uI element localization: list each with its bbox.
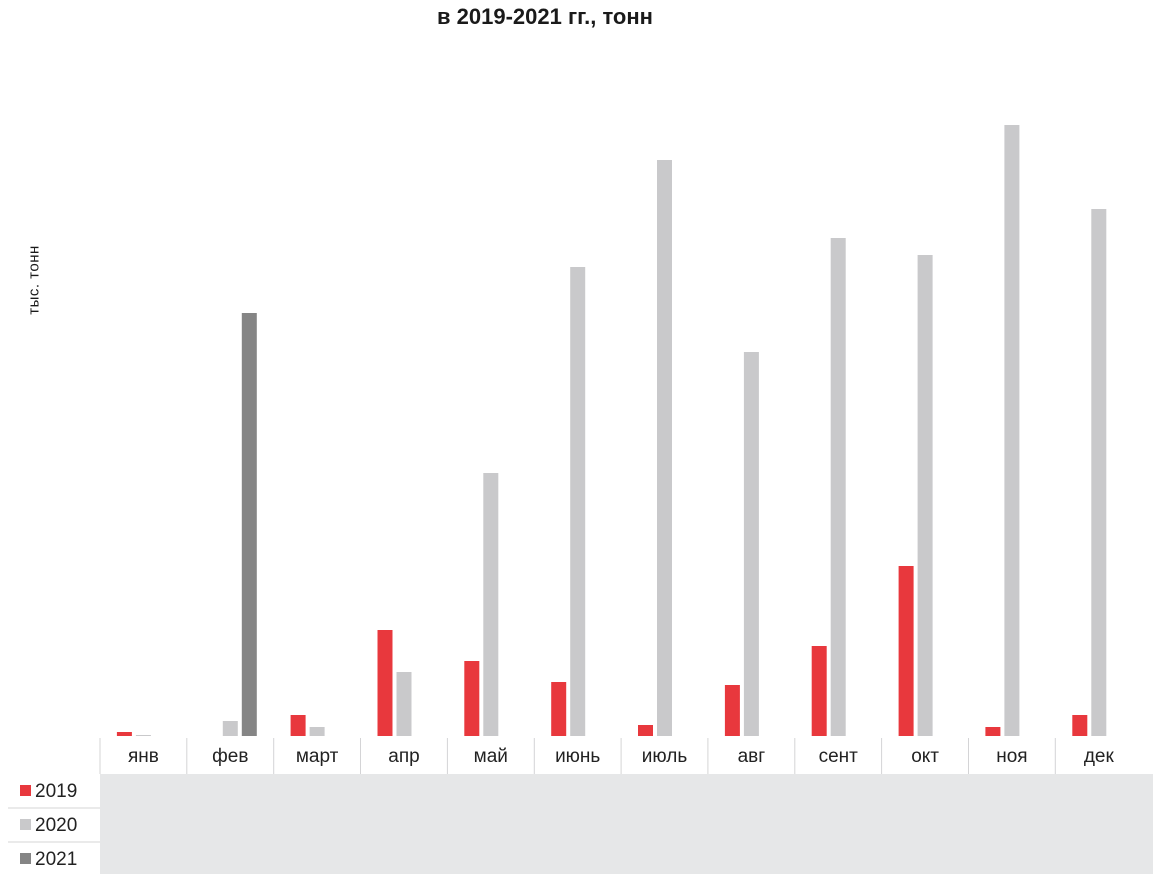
legend-label-2021: 2021 — [35, 849, 77, 870]
category-label: авг — [738, 746, 766, 767]
legend-swatch-2020 — [20, 819, 31, 830]
category-label: ноя — [996, 746, 1027, 767]
category-label: дек — [1084, 746, 1115, 767]
bar-2020-окт — [917, 255, 933, 736]
bar-2020-дек — [1091, 209, 1107, 736]
bar-2019-янв — [116, 732, 132, 736]
legend-swatch-2021 — [20, 853, 31, 864]
bar-2019-май — [464, 661, 480, 736]
legend-label-2020: 2020 — [35, 815, 77, 836]
category-label: фев — [212, 746, 248, 767]
bar-2019-авг — [724, 685, 740, 736]
chart-title: в 2019-2021 гг., тонн — [437, 4, 653, 29]
bar-2020-авг — [743, 352, 759, 736]
bar-2020-ноя — [1004, 125, 1020, 736]
bars-group — [116, 125, 1107, 736]
bar-2020-сент — [830, 238, 846, 736]
bar-2020-апр — [396, 672, 412, 736]
category-label: июнь — [555, 746, 600, 767]
bar-2019-дек — [1072, 715, 1088, 736]
legend-swatch-2019 — [20, 785, 31, 796]
category-label: июль — [642, 746, 688, 767]
category-label: апр — [388, 746, 419, 767]
category-label: май — [474, 746, 508, 767]
bar-2020-фев — [222, 721, 238, 736]
bar-2019-июнь — [551, 682, 567, 736]
bar-2020-июль — [657, 160, 672, 736]
category-labels: янв фев март апр май июнь июль авг сент окт ноя дек — [99, 738, 1115, 774]
bar-2019-окт — [898, 566, 914, 736]
legend-label-2019: 2019 — [35, 781, 77, 802]
bar-2020-июнь — [570, 267, 586, 736]
table-body-background — [100, 774, 1153, 874]
bar-2019-сент — [811, 646, 827, 736]
bar-2020-янв — [135, 735, 151, 736]
category-label: март — [296, 746, 339, 767]
data-table-background — [100, 774, 1153, 874]
bar-2021-фев — [241, 313, 257, 736]
bar-2020-май — [483, 473, 499, 736]
bar-2019-апр — [377, 630, 393, 736]
legend: 2019 2020 2021 — [8, 781, 100, 870]
bar-2019-ноя — [985, 727, 1001, 736]
bar-2019-март — [290, 715, 306, 736]
category-label: окт — [911, 746, 939, 767]
bar-2019-июль — [638, 725, 653, 736]
category-label: сент — [819, 746, 859, 767]
bar-2020-март — [309, 727, 325, 736]
category-label: янв — [128, 746, 159, 767]
